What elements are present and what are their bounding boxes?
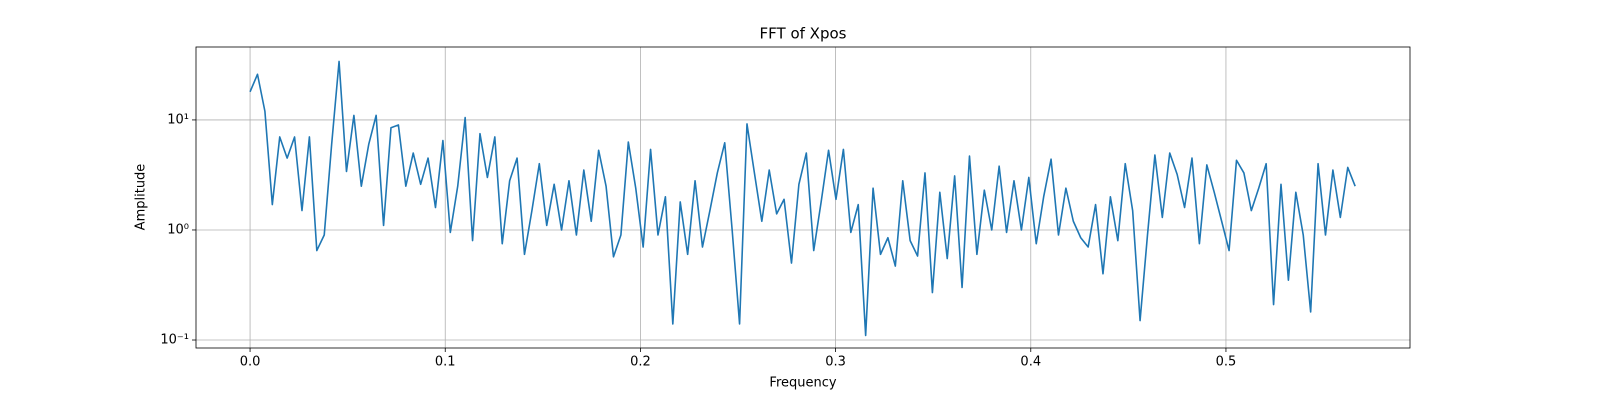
x-axis-label: Frequency [769,376,836,391]
x-tick-label: 0.3 [825,355,846,370]
x-tick-label: 0.1 [435,355,456,370]
plot-frame [195,46,1411,349]
x-tick-label: 0.2 [630,355,651,370]
chart-title: FFT of Xpos [760,25,847,43]
data-line [249,60,1356,337]
x-tick-label: 0.4 [1020,355,1041,370]
x-tick-label: 0.0 [240,355,261,370]
x-tick-label: 0.5 [1216,355,1237,370]
y-tick-label: 10¹ [167,112,189,127]
y-tick-label: 10⁰ [167,222,189,237]
y-tick-label: 10⁻¹ [160,333,189,348]
y-axis-label: Amplitude [134,164,149,231]
